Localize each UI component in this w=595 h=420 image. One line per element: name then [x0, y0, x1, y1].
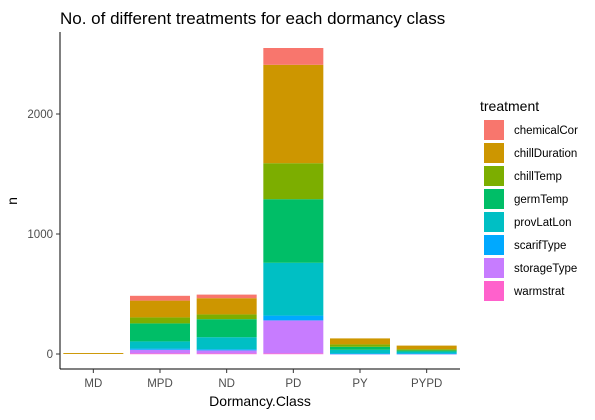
legend-swatch-germTemp: [484, 189, 504, 209]
legend: treatment chemicalCor chillDuration chillT…: [480, 98, 578, 301]
bar-PY-germTemp: [330, 346, 390, 350]
bar-PD-chillDuration: [263, 64, 324, 164]
legend-label-storageType: storageType: [514, 263, 577, 275]
y-ticks: 0 1000 2000: [27, 109, 60, 361]
bar-PD-warmstrat: [263, 353, 324, 355]
y-tick-label: 0: [47, 349, 53, 361]
legend-label-chillDuration: chillDuration: [514, 148, 577, 160]
x-ticks: MD MPD ND PD PY PYPD: [84, 369, 442, 390]
y-axis-title: n: [4, 197, 20, 205]
chart-title: No. of different treatments for each dor…: [60, 9, 445, 28]
plot-area: [63, 48, 457, 355]
bar-MD-chillDuration: [63, 353, 124, 354]
legend-label-warmstrat: warmstrat: [513, 286, 565, 298]
bar-ND-storageType: [196, 350, 257, 354]
legend-swatch-storageType: [484, 258, 504, 278]
legend-swatch-warmstrat: [484, 281, 504, 301]
bar-ND-chillDuration: [196, 298, 257, 315]
bar-ND-chemicalCor: [196, 294, 257, 299]
legend-label-chemicalCor: chemicalCor: [514, 125, 578, 137]
legend-swatch-scarifType: [484, 235, 504, 255]
bar-PD-scarifType: [263, 315, 324, 321]
x-tick-label: MPD: [147, 378, 173, 390]
bar-PD-chillTemp: [263, 163, 324, 200]
bar-ND-scarifType: [196, 349, 257, 351]
bar-PY-chillTemp: [330, 344, 390, 347]
bar-MPD-provLatLon: [130, 341, 190, 349]
legend-swatch-provLatLon: [484, 212, 504, 232]
bar-PY-provLatLon: [330, 349, 390, 354]
bar-PD-germTemp: [263, 199, 324, 263]
bar-ND-provLatLon: [196, 337, 257, 350]
bar-PYPD-chillTemp: [396, 349, 457, 351]
legend-items: chemicalCor chillDuration chillTemp germTem…: [484, 120, 578, 301]
x-tick-label: PD: [285, 378, 301, 390]
y-tick-label: 1000: [27, 229, 53, 241]
legend-title: treatment: [480, 98, 539, 114]
bar-PD-storageType: [263, 320, 324, 354]
bar-PYPD-provLatLon: [396, 351, 457, 354]
bar-MPD-germTemp: [130, 323, 190, 342]
legend-label-chillTemp: chillTemp: [514, 171, 562, 183]
bar-PD-provLatLon: [263, 262, 324, 316]
legend-label-provLatLon: provLatLon: [514, 217, 572, 229]
y-tick-label: 2000: [27, 109, 53, 121]
bar-PYPD-germTemp: [396, 350, 457, 352]
legend-swatch-chillDuration: [484, 143, 504, 163]
bar-PYPD-scarifType: [396, 353, 457, 355]
bar-PYPD-chillDuration: [396, 345, 457, 350]
bar-PD-chemicalCor: [263, 48, 324, 65]
x-tick-label: PY: [352, 378, 368, 390]
legend-label-scarifType: scarifType: [514, 240, 566, 252]
bar-MPD-warmstrat: [130, 353, 190, 355]
legend-label-germTemp: germTemp: [514, 194, 568, 206]
x-tick-label: MD: [84, 378, 102, 390]
bar-MPD-storageType: [130, 349, 190, 354]
legend-swatch-chemicalCor: [484, 120, 504, 140]
x-tick-label: ND: [218, 378, 235, 390]
bar-MPD-chemicalCor: [130, 295, 190, 301]
bar-PY-chillDuration: [330, 338, 390, 345]
legend-swatch-chillTemp: [484, 166, 504, 186]
x-axis-title: Dormancy.Class: [209, 393, 311, 409]
bar-ND-chillTemp: [196, 314, 257, 320]
bar-MPD-chillDuration: [130, 300, 190, 318]
bar-ND-warmstrat: [196, 353, 257, 355]
bar-PY-scarifType: [330, 353, 390, 355]
bar-MPD-chillTemp: [130, 317, 190, 324]
bar-ND-germTemp: [196, 319, 257, 338]
bar-MPD-scarifType: [130, 348, 190, 350]
x-tick-label: PYPD: [411, 378, 442, 390]
